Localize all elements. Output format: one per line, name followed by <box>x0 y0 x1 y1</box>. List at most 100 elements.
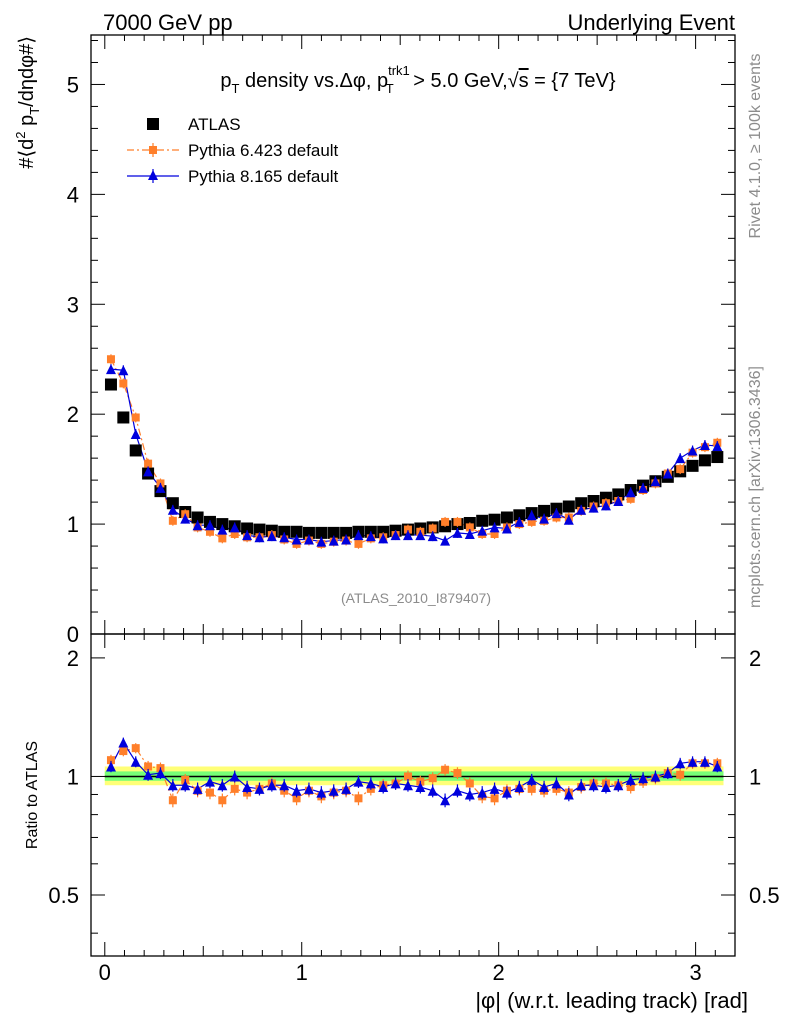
ratio-py6-point <box>428 774 437 783</box>
py6-point <box>403 525 412 534</box>
atlas-point <box>488 513 501 526</box>
ratio-panel-bands <box>104 766 724 786</box>
title-sub-b: T <box>386 81 394 96</box>
py8-point <box>402 530 413 541</box>
ratio-py8-point <box>229 771 240 782</box>
main-ytick-label: 4 <box>67 182 79 207</box>
ratio-py6-point <box>106 756 115 765</box>
ratio-py6-point <box>205 788 214 797</box>
atlas-point <box>575 497 588 510</box>
ratio-py6-point <box>119 747 128 756</box>
ratio-py8-point <box>365 778 376 789</box>
py8-point <box>229 522 240 533</box>
atlas-point <box>191 511 204 524</box>
ratio-ytick-label-left: 0.5 <box>48 883 79 908</box>
atlas-point <box>327 526 340 539</box>
ratio-py8-point <box>551 778 562 789</box>
legend-py8-label: Pythia 8.165 default <box>188 167 339 186</box>
ratio-py8-point <box>638 773 649 784</box>
ratio-py8-point <box>464 789 475 800</box>
main-ytick-label: 2 <box>67 402 79 427</box>
py8-point <box>242 530 253 541</box>
ratio-py8-point <box>390 778 401 789</box>
ratio-ytick-label-left: 2 <box>67 646 79 671</box>
ratio-py8-point <box>254 783 265 794</box>
ratio-py8-point <box>341 783 352 794</box>
ratio-py6-point <box>403 772 412 781</box>
title-part-b: density vs.Δφ, p <box>240 70 389 92</box>
ratio-py8-point <box>514 782 525 793</box>
py8-point <box>514 516 525 527</box>
ratio-py8-point <box>279 780 290 791</box>
py6-point <box>465 523 474 532</box>
ratio-py8-point <box>353 776 364 787</box>
ratio-py8-point <box>143 769 154 780</box>
py8-point <box>303 534 314 545</box>
py6-point <box>490 529 499 538</box>
ratio-panel-axes: 0 1 2 3 0.5 0.5 1 1 2 2 <box>48 634 780 985</box>
atlas-point <box>340 526 353 539</box>
ylabel-sub: T <box>27 107 42 115</box>
analysis-label: (ATLAS_2010_I879407) <box>341 590 491 606</box>
atlas-point <box>241 522 254 535</box>
ratio-py8-point <box>266 780 277 791</box>
ratio-py8-point <box>130 756 141 767</box>
ratio-py8-point <box>563 789 574 800</box>
py8-point <box>539 513 550 524</box>
main-panel-axes: 0 1 2 3 4 5 <box>67 35 735 647</box>
atlas-point <box>216 518 229 531</box>
title-sup-b: trk1 <box>388 63 410 78</box>
legend-py8-marker <box>148 170 158 180</box>
atlas-point <box>686 459 699 472</box>
ratio-py6-point <box>354 794 363 803</box>
ratio-py8-point <box>440 795 451 806</box>
py6-point <box>106 355 115 364</box>
ratio-py8-point <box>415 782 426 793</box>
ratio-py6-point <box>676 770 685 779</box>
title-part-d: = {7 TeV} <box>529 70 616 92</box>
py8-point <box>588 502 599 513</box>
atlas-point <box>500 511 513 524</box>
main-ytick-label: 5 <box>67 72 79 97</box>
py8-point <box>167 504 178 515</box>
py8-point <box>291 534 302 545</box>
ratio-py8-point <box>613 780 624 791</box>
ratio-py6-point <box>292 794 301 803</box>
py8-point <box>563 514 574 525</box>
atlas-point <box>278 525 291 538</box>
ylabel-part-a: #⟨d <box>16 139 38 169</box>
main-ytick-label: 1 <box>67 512 79 537</box>
py8-point <box>600 500 611 511</box>
ratio-py8-point <box>242 782 253 793</box>
py8-point <box>217 524 228 535</box>
py8-point <box>204 520 215 531</box>
py6-point <box>527 517 536 526</box>
py8-point <box>279 532 290 543</box>
legend: ATLAS Pythia 6.423 default Pythia 8.165 … <box>127 115 339 186</box>
py6-point <box>144 459 153 468</box>
py6-point <box>168 516 177 525</box>
legend-py6-label: Pythia 6.423 default <box>188 141 339 160</box>
atlas-point <box>129 444 142 457</box>
py8-point <box>130 428 141 439</box>
ratio-panel-series <box>105 737 723 808</box>
title-part-a: p <box>220 70 231 92</box>
ratio-py8-point <box>576 780 587 791</box>
ratio-py8-point <box>650 771 661 782</box>
py8-point <box>192 520 203 531</box>
main-title: pT density vs.Δφ, ptrk1 T > 5.0 GeV,√s = … <box>220 63 615 96</box>
ratio-py8-point <box>291 785 302 796</box>
ratio-ytick-label-right: 2 <box>749 646 761 671</box>
atlas-point <box>302 526 315 539</box>
py8-point <box>254 532 265 543</box>
py8-point <box>687 445 698 456</box>
ratio-py8-point <box>155 768 166 779</box>
ratio-py8-point <box>526 774 537 785</box>
header-left: 7000 GeV pp <box>103 10 233 35</box>
ratio-py8-point <box>489 783 500 794</box>
ratio-xtick-label: 3 <box>689 960 701 985</box>
py8-point <box>526 510 537 521</box>
ratio-py8-point <box>501 787 512 798</box>
py8-point <box>415 530 426 541</box>
py8-point <box>638 482 649 493</box>
